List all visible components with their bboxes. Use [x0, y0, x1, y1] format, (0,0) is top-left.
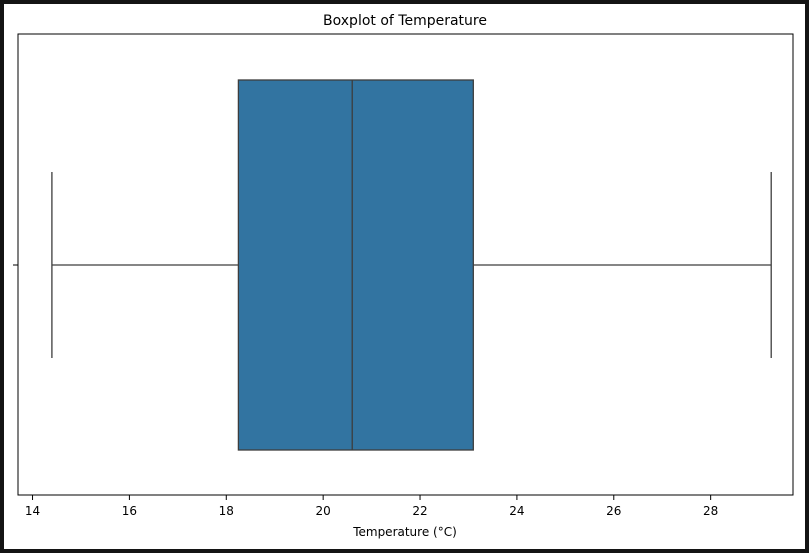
x-tick-label-14: 14 — [25, 504, 40, 518]
x-tick-label-18: 18 — [219, 504, 234, 518]
box-group — [51, 79, 772, 451]
boxplot-chart: Boxplot of Temperature 14 16 18 20 22 24 26 28 … — [13, 13, 794, 539]
x-tick-label-28: 28 — [703, 504, 718, 518]
chart-figure: Boxplot of Temperature 14 16 18 20 22 24 26 28 … — [4, 4, 805, 549]
iqr-box — [237, 79, 474, 451]
x-axis-title: Temperature (°C) — [352, 525, 457, 539]
x-axis: 14 16 18 20 22 24 26 28 — [25, 495, 718, 518]
x-tick-label-24: 24 — [509, 504, 524, 518]
chart-title: Boxplot of Temperature — [323, 13, 487, 29]
x-tick-label-20: 20 — [316, 504, 331, 518]
x-tick-label-22: 22 — [412, 504, 427, 518]
x-tick-label-26: 26 — [606, 504, 621, 518]
x-tick-label-16: 16 — [122, 504, 137, 518]
